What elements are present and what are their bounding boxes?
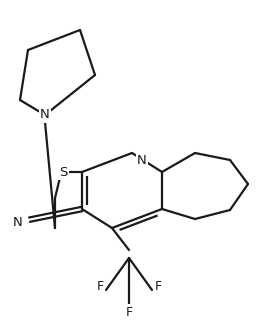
Text: N: N: [13, 215, 23, 228]
Text: F: F: [154, 280, 162, 293]
Text: F: F: [96, 280, 104, 293]
Text: N: N: [137, 155, 147, 167]
Text: N: N: [40, 109, 50, 122]
Text: F: F: [125, 305, 132, 318]
Text: S: S: [59, 166, 67, 178]
